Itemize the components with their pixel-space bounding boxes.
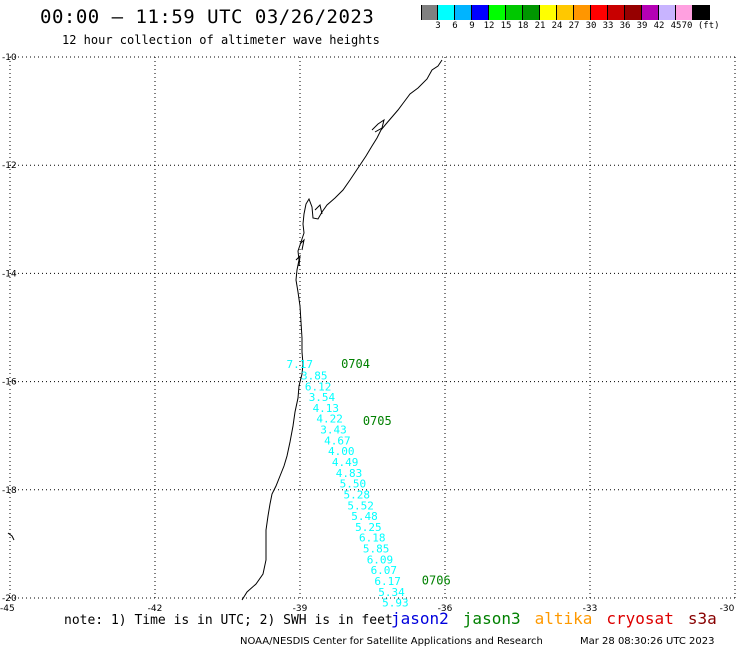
legend-label: 21 [534,21,546,31]
chart-title: 00:00 – 11:59 UTC 03/26/2023 [40,6,375,28]
axis-labels: -45 -42 -39 -36 -33 -30 -10 -12 -14 -16 -18 -20 [0,53,735,614]
footer-note: note: 1) Time is in UTC; 2) SWH is in fe… [64,613,393,628]
legend-swatch [608,5,625,20]
lon-tick-label: -33 [583,604,598,614]
wave-height-label: 7.17 [286,358,313,371]
lon-tick-label: -45 [0,604,15,614]
legend-label: 24 [551,21,563,31]
wave-height-label: 6.12 [305,380,332,393]
satellite-legend: jason2 jason3 altika cryosat s3a [391,609,731,628]
wave-height-label: 3.43 [320,424,347,437]
pass-time-label: 0705 [363,414,392,428]
satellite-name-cryosat: cryosat [606,609,674,628]
color-legend: 3 6 9 12 15 18 21 24 27 30 33 36 39 42 45 70 (ft) [421,5,740,32]
legend-label: 30 [585,21,597,31]
lon-tick-label: -36 [438,604,453,614]
credit-text: NOAA/NESDIS Center for Satellite Applica… [240,636,543,647]
wave-height-label: 5.28 [344,488,371,501]
wave-height-label: 5.34 [378,586,405,599]
legend-swatch [472,5,489,20]
legend-swatch [591,5,608,20]
satellite-name-jason2: jason2 [391,609,449,628]
lat-tick-label: -20 [2,594,17,604]
wave-height-label: 5.25 [355,521,382,534]
chart-subtitle: 12 hour collection of altimeter wave hei… [62,33,380,47]
pass-time-label: 0704 [341,357,370,371]
legend-label: 33 [602,21,614,31]
legend-label: 36 [619,21,631,31]
coastline [241,59,443,601]
legend-swatch [421,5,438,20]
lat-tick-label: -12 [2,161,17,171]
legend-label: 9 [469,21,475,31]
legend-swatch [506,5,523,20]
legend-label: 27 [568,21,580,31]
lat-tick-label: -14 [2,269,17,279]
legend-swatch [455,5,472,20]
map-grid [9,56,736,599]
legend-label: 45 [670,21,682,31]
legend-swatch [438,5,455,20]
lon-tick-label: -42 [148,604,163,614]
wave-height-label: 5.48 [351,510,378,523]
legend-swatch [574,5,591,20]
wave-height-label: 6.18 [359,532,386,545]
wave-height-labels: 7.173.856.123.544.134.223.434.674.004.49… [286,358,408,610]
coastline-island [7,118,385,541]
legend-label: 18 [517,21,529,31]
legend-label: 6 [452,21,458,31]
legend-label: 42 [653,21,665,31]
lat-tick-label: -10 [2,53,17,63]
satellite-name-s3a: s3a [687,609,717,628]
legend-swatch [625,5,642,20]
wave-height-label: 5.52 [347,499,374,512]
wave-height-label: 4.67 [324,434,351,447]
wave-height-label: 3.54 [309,391,336,404]
wave-height-label: 6.17 [374,575,401,588]
satellite-name-jason3: jason3 [462,609,521,628]
wave-height-label: 4.49 [332,456,359,469]
legend-swatches [421,5,740,20]
legend-swatch [659,5,676,20]
legend-label: 15 [500,21,512,31]
wave-height-label: 5.85 [363,543,390,556]
legend-swatch [557,5,574,20]
wave-height-label: 4.22 [316,413,343,426]
legend-label: 70 (ft) [681,21,720,31]
wave-height-label: 4.83 [336,467,363,480]
wave-height-label: 4.00 [328,445,355,458]
legend-labels: 3 6 9 12 15 18 21 24 27 30 33 36 39 42 45 70 (ft) [421,20,740,32]
legend-swatch [693,5,710,20]
legend-swatch [540,5,557,20]
wave-height-label: 4.13 [313,402,340,415]
legend-swatch [523,5,540,20]
pass-time-label: 0706 [422,573,451,587]
legend-swatch [676,5,693,20]
generated-timestamp: Mar 28 08:30:26 UTC 2023 [580,636,715,647]
time-labels: 0704 0705 0706 [341,357,451,587]
lat-tick-label: -18 [2,486,17,496]
wave-height-label: 6.09 [367,553,394,566]
legend-swatch [642,5,659,20]
wave-height-label: 5.93 [382,597,409,610]
wave-height-label: 6.07 [371,564,398,577]
legend-label: 39 [636,21,648,31]
lon-tick-label: -39 [293,604,308,614]
legend-label: 12 [483,21,495,31]
wave-height-label: 5.50 [340,478,367,491]
legend-swatch [489,5,506,20]
lat-tick-label: -16 [2,378,17,388]
lon-tick-label: -30 [720,604,735,614]
wave-height-label: 3.85 [301,369,328,382]
satellite-name-altika: altika [534,609,593,628]
legend-label: 3 [435,21,441,31]
